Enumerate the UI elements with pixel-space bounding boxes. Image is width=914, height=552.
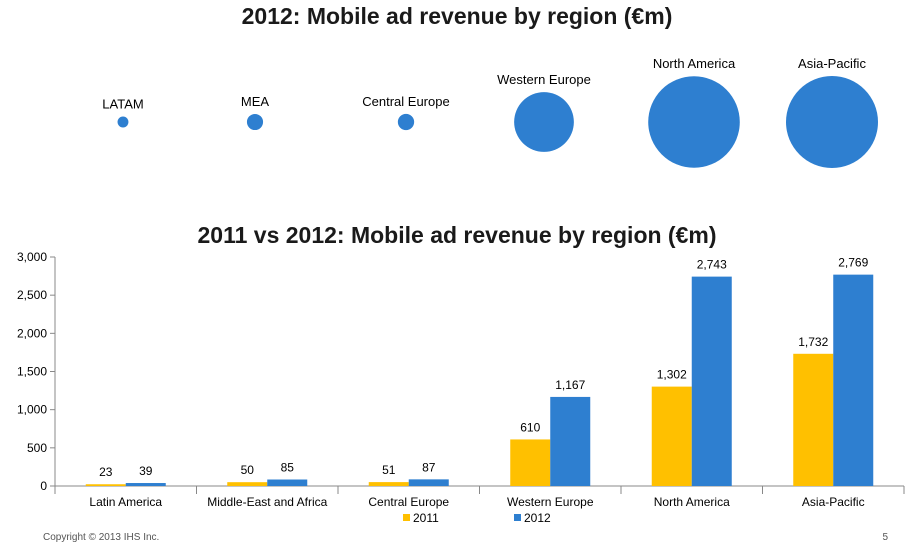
x-tick-label-5: Asia-Pacific <box>802 495 865 509</box>
y-tick-label-0: 0 <box>40 479 47 493</box>
legend-label-2012: 2012 <box>524 511 551 525</box>
y-tick-label-1: 500 <box>27 441 47 455</box>
bar-2011-1 <box>227 482 268 486</box>
bar-2011-2 <box>368 482 409 486</box>
y-tick-label-3: 1,500 <box>17 365 47 379</box>
data-label-2012-4: 2,743 <box>697 258 727 272</box>
x-tick-label-2: Central Europe <box>368 495 449 509</box>
bar-2011-0 <box>85 484 126 486</box>
bubble-label-5: Asia-Pacific <box>798 56 866 71</box>
y-tick-label-2: 1,000 <box>17 403 47 417</box>
y-tick-label-4: 2,000 <box>17 326 47 340</box>
bubble-label-4: North America <box>653 56 736 71</box>
bubble-5 <box>786 76 878 168</box>
data-label-2011-0: 23 <box>99 465 113 479</box>
data-label-2012-1: 85 <box>281 461 295 475</box>
bubble-1 <box>246 113 264 131</box>
bar-2012-3 <box>550 396 591 486</box>
bar-2011-3 <box>510 439 551 486</box>
copyright-text: Copyright © 2013 IHS Inc. <box>43 532 160 543</box>
x-tick-label-3: Western Europe <box>507 495 594 509</box>
y-tick-label-6: 3,000 <box>17 250 47 264</box>
legend-swatch-2011 <box>403 514 410 521</box>
bar-2012-0 <box>125 483 166 486</box>
data-label-2011-3: 610 <box>520 420 540 434</box>
bar-2012-1 <box>267 479 308 486</box>
bar-chart-title: 2011 vs 2012: Mobile ad revenue by regio… <box>197 222 717 248</box>
data-label-2011-1: 50 <box>241 463 255 477</box>
data-label-2011-5: 1,732 <box>798 335 828 349</box>
legend-swatch-2012 <box>514 514 521 521</box>
bar-2011-4 <box>651 386 692 486</box>
bubble-chart-title: 2012: Mobile ad revenue by region (€m) <box>241 3 673 29</box>
data-label-2012-2: 87 <box>422 460 436 474</box>
data-label-2012-3: 1,167 <box>555 378 585 392</box>
x-tick-label-0: Latin America <box>89 495 162 509</box>
legend-label-2011: 2011 <box>413 511 439 525</box>
data-label-2011-2: 51 <box>382 463 396 477</box>
bubble-0 <box>117 116 129 128</box>
bar-2012-2 <box>408 479 449 486</box>
bar-2011-5 <box>793 353 834 486</box>
data-label-2011-4: 1,302 <box>657 368 687 382</box>
x-tick-label-4: North America <box>654 495 730 509</box>
bubble-label-2: Central Europe <box>362 94 449 109</box>
bubble-label-1: MEA <box>241 94 270 109</box>
bar-2012-5 <box>833 274 874 486</box>
y-tick-label-5: 2,500 <box>17 288 47 302</box>
bubble-label-0: LATAM <box>102 97 143 112</box>
page-number: 5 <box>882 532 888 543</box>
bubble-3 <box>514 92 574 152</box>
bubble-2 <box>397 113 415 131</box>
bar-2012-4 <box>691 276 732 486</box>
x-tick-label-1: Middle-East and Africa <box>207 495 327 509</box>
bubble-4 <box>648 76 740 168</box>
data-label-2012-5: 2,769 <box>838 256 868 270</box>
data-label-2012-0: 39 <box>139 464 153 478</box>
bubble-label-3: Western Europe <box>497 72 591 87</box>
